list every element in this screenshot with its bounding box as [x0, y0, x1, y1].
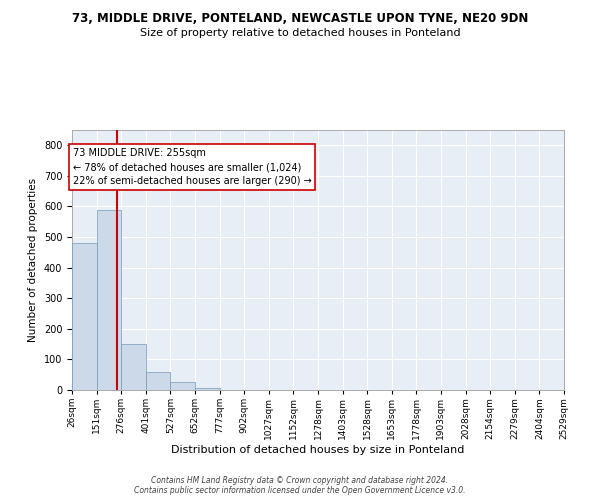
- Bar: [195, 388, 220, 390]
- Y-axis label: Number of detached properties: Number of detached properties: [28, 178, 38, 342]
- Bar: [146, 372, 170, 390]
- Bar: [170, 382, 195, 390]
- X-axis label: Distribution of detached houses by size in Ponteland: Distribution of detached houses by size …: [172, 444, 464, 454]
- Bar: [72, 243, 97, 390]
- Text: 73 MIDDLE DRIVE: 255sqm
← 78% of detached houses are smaller (1,024)
22% of semi: 73 MIDDLE DRIVE: 255sqm ← 78% of detache…: [73, 148, 311, 186]
- Text: Contains HM Land Registry data © Crown copyright and database right 2024.
Contai: Contains HM Land Registry data © Crown c…: [134, 476, 466, 495]
- Bar: [97, 210, 121, 390]
- Text: Size of property relative to detached houses in Ponteland: Size of property relative to detached ho…: [140, 28, 460, 38]
- Text: 73, MIDDLE DRIVE, PONTELAND, NEWCASTLE UPON TYNE, NE20 9DN: 73, MIDDLE DRIVE, PONTELAND, NEWCASTLE U…: [72, 12, 528, 26]
- Bar: [121, 344, 146, 390]
